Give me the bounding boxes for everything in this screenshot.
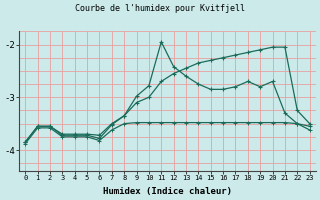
X-axis label: Humidex (Indice chaleur): Humidex (Indice chaleur) xyxy=(103,187,232,196)
Text: Courbe de l'humidex pour Kvitfjell: Courbe de l'humidex pour Kvitfjell xyxy=(75,4,245,13)
